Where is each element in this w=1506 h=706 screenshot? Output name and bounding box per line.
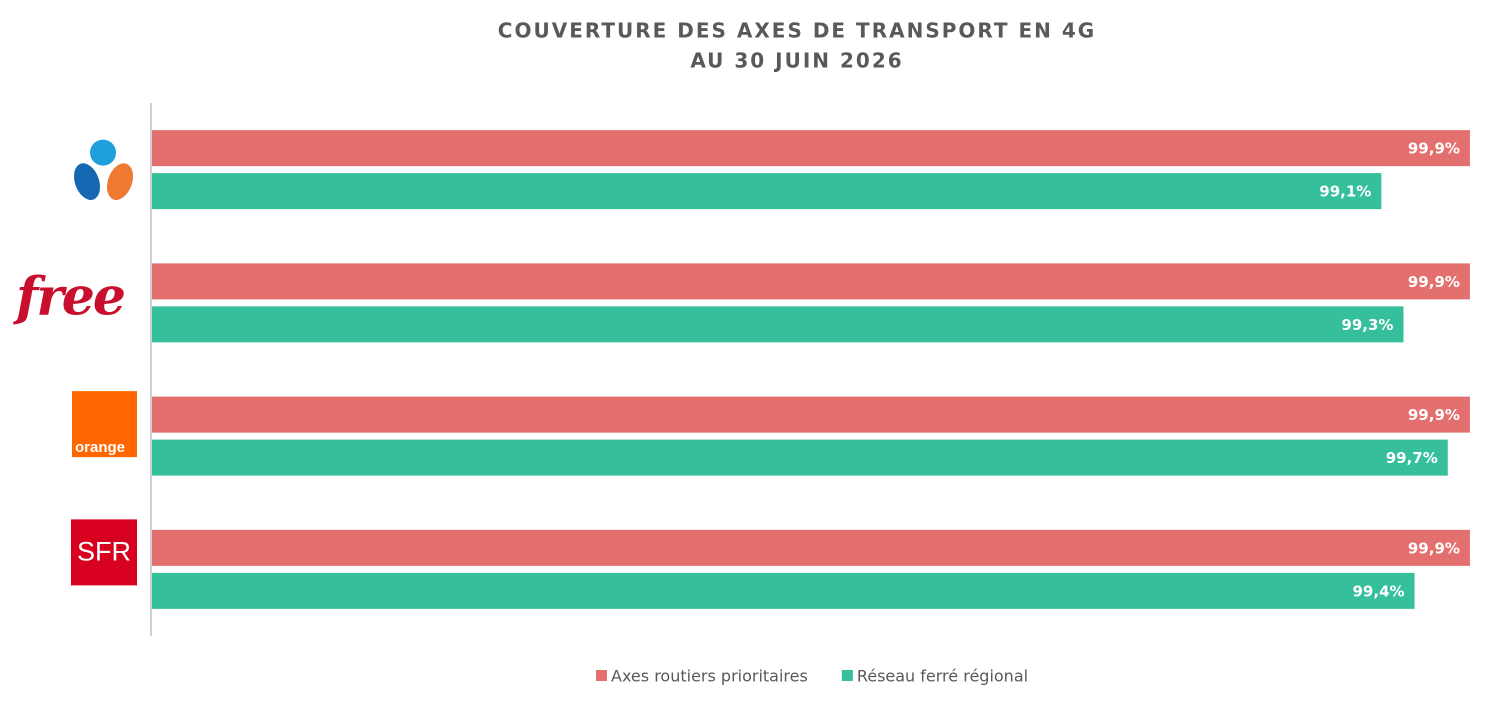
bar xyxy=(152,130,1470,167)
logo-box xyxy=(71,519,137,586)
category-logo: free xyxy=(12,266,124,327)
value-label: 99,3% xyxy=(1341,316,1393,334)
logo-box xyxy=(72,391,137,458)
logo-bouygues xyxy=(106,163,134,200)
bar xyxy=(152,572,1415,609)
bar xyxy=(152,396,1470,433)
legend-swatch xyxy=(841,670,853,681)
value-label: 99,1% xyxy=(1319,183,1371,201)
bar xyxy=(152,173,1382,210)
value-label: 99,7% xyxy=(1386,449,1438,467)
bar xyxy=(152,263,1470,300)
value-label: 99,4% xyxy=(1353,582,1405,600)
category-logo: orange xyxy=(75,439,125,456)
bar xyxy=(152,439,1448,476)
bar xyxy=(152,306,1404,343)
value-label: 99,9% xyxy=(1408,406,1460,424)
logo-bouygues xyxy=(73,163,101,200)
legend-label: Réseau ferré régional xyxy=(857,667,1028,686)
bar xyxy=(152,529,1470,566)
value-label: 99,9% xyxy=(1408,273,1460,291)
legend-label: Axes routiers prioritaires xyxy=(611,667,808,686)
category-logo: SFR xyxy=(77,537,131,567)
chart-subtitle: AU 30 JUIN 2026 xyxy=(690,49,903,73)
legend-swatch xyxy=(596,670,607,681)
value-label: 99,9% xyxy=(1408,539,1460,557)
logo-bouygues xyxy=(90,139,116,166)
value-label: 99,9% xyxy=(1408,140,1460,158)
chart-title: COUVERTURE DES AXES DE TRANSPORT EN 4G xyxy=(498,19,1096,43)
